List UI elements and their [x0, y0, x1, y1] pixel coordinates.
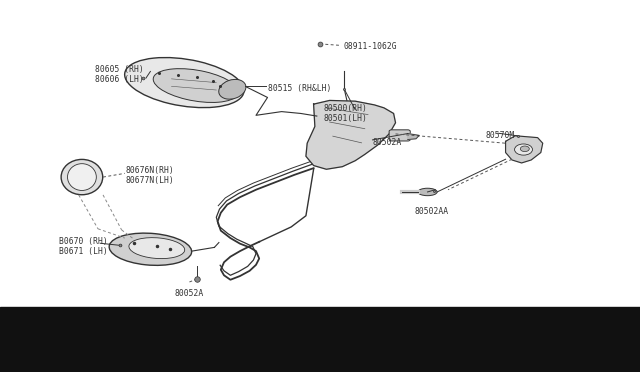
Polygon shape	[506, 136, 543, 163]
Ellipse shape	[219, 79, 246, 99]
Ellipse shape	[129, 238, 185, 259]
Text: 80502AA: 80502AA	[415, 207, 449, 216]
Ellipse shape	[520, 146, 529, 152]
Text: 80676N(RH)
80677N(LH): 80676N(RH) 80677N(LH)	[125, 166, 174, 185]
Text: NISSAN  NA: NISSAN NA	[26, 333, 84, 342]
Ellipse shape	[418, 188, 437, 196]
Ellipse shape	[109, 233, 191, 265]
Text: 80515 (RH&LH): 80515 (RH&LH)	[268, 84, 331, 93]
Text: B0670 (RH)
B0671 (LH): B0670 (RH) B0671 (LH)	[59, 237, 108, 256]
Text: 80502A: 80502A	[372, 138, 402, 147]
Ellipse shape	[125, 58, 244, 108]
Text: 80500(RH)
80501(LH): 80500(RH) 80501(LH)	[323, 104, 367, 123]
Text: 80605 (RH)
80606 (LH): 80605 (RH) 80606 (LH)	[95, 65, 143, 84]
Polygon shape	[408, 134, 419, 140]
Text: 80052A: 80052A	[175, 289, 204, 298]
FancyBboxPatch shape	[389, 130, 410, 141]
Polygon shape	[306, 100, 396, 169]
Text: 08911-1062G: 08911-1062G	[343, 42, 397, 51]
Ellipse shape	[153, 69, 239, 102]
Ellipse shape	[68, 164, 96, 190]
Ellipse shape	[515, 144, 532, 155]
Text: 80570M: 80570M	[485, 131, 515, 140]
Ellipse shape	[61, 160, 103, 195]
